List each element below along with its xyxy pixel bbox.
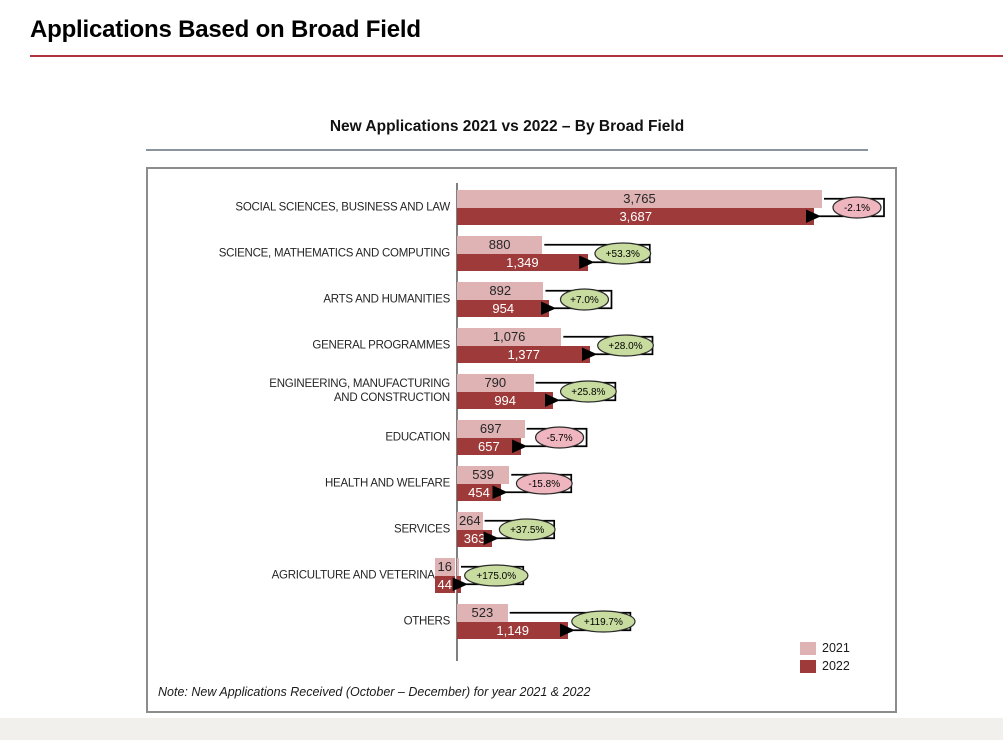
bar-value-label: 994: [494, 392, 517, 408]
bar-2021: [457, 236, 543, 254]
legend-label: 2022: [822, 659, 850, 673]
chart-title: New Applications 2021 vs 2022 – By Broad…: [329, 118, 685, 135]
bar-value-label: 954: [492, 300, 515, 316]
change-badge: [594, 242, 652, 265]
change-badge: [597, 334, 654, 357]
bar-value-label: 892: [489, 283, 512, 298]
change-badge: [534, 426, 585, 449]
title-underline: [30, 55, 1003, 57]
bar-value-label: 697: [479, 421, 502, 436]
bar-value-label: 790: [484, 375, 507, 390]
bar-2022: [457, 391, 554, 409]
bar-value-label: 3,687: [619, 208, 652, 224]
change-connector-arrow: [805, 197, 885, 224]
change-connector-arrow: [512, 427, 588, 454]
bar-value-label: 1,076: [492, 329, 526, 344]
category-label: SOCIAL SCIENCES, BUSINESS AND LAW: [235, 201, 450, 214]
bar-2022: [457, 575, 462, 593]
bar-2022: [457, 437, 521, 455]
bar-value-label: 44: [434, 575, 455, 593]
category-label: SERVICES: [394, 523, 450, 536]
bar-value-label: 523: [471, 605, 494, 620]
bar-2021: [457, 420, 525, 438]
category-label: EDUCATION: [385, 431, 450, 444]
change-badge: [571, 610, 636, 633]
bar-2022: [457, 529, 493, 547]
bar-2021: [457, 282, 544, 300]
legend-swatch: [800, 641, 816, 655]
legend-item-2021: 2021: [800, 641, 850, 655]
chart-box: SOCIAL SCIENCES, BUSINESS AND LAW 3,765 3,…: [146, 167, 897, 713]
legend-item-2022: 2022: [800, 659, 850, 673]
page-title: Applications Based on Broad Field: [30, 16, 421, 43]
bar-2021: [457, 466, 510, 484]
change-badge: [515, 472, 573, 495]
bar-2021: [457, 190, 822, 208]
bar-value-label: 1,377: [507, 346, 541, 362]
change-badge: [559, 288, 610, 311]
bar-value-label: 880: [488, 237, 511, 252]
change-badge-label: -15.8%: [528, 479, 560, 490]
bar-value-label: 363: [463, 530, 486, 546]
bar-2022: [457, 299, 550, 317]
window-bottom-strip: [0, 718, 1003, 740]
change-badge: [559, 380, 617, 403]
chart-note: Note: New Applications Received (October…: [158, 685, 591, 699]
change-badge-label: -5.7%: [547, 433, 573, 444]
change-connector-arrow: [540, 289, 613, 316]
change-badge-label: +53.3%: [606, 249, 640, 260]
bar-2021: [457, 328, 562, 346]
bar-value-label: 539: [472, 467, 494, 482]
category-label: GENERAL PROGRAMMES: [312, 339, 450, 352]
bar-2022: [457, 345, 591, 363]
change-connector-arrow: [492, 473, 573, 500]
bar-value-label: 657: [477, 438, 500, 454]
bar-2022: [457, 207, 815, 225]
change-badge-label: -2.1%: [844, 203, 870, 214]
change-badge-label: +37.5%: [510, 525, 544, 536]
legend-label: 2021: [822, 641, 850, 655]
plot-area: SOCIAL SCIENCES, BUSINESS AND LAW 3,765 3,…: [148, 169, 895, 711]
legend-swatch: [800, 659, 816, 673]
change-badge: [832, 196, 882, 219]
change-badge-label: +175.0%: [476, 571, 516, 582]
category-label: OTHERS: [403, 615, 451, 628]
change-badge: [464, 564, 529, 587]
change-badge-label: +28.0%: [608, 341, 642, 352]
bar-value-label: 3,765: [623, 191, 656, 206]
change-badge-label: +25.8%: [571, 387, 605, 398]
bar-value-label: 264: [458, 513, 481, 528]
category-label: AGRICULTURE AND VETERINARY: [271, 569, 451, 582]
bar-2021: [457, 374, 534, 392]
change-badge-label: +119.7%: [584, 617, 623, 628]
bar-value-label: 16: [434, 558, 455, 576]
bar-2022: [457, 483, 501, 501]
category-label: SCIENCE, MATHEMATICS AND COMPUTING: [218, 247, 451, 260]
change-connector-arrow: [452, 565, 525, 592]
bar-2021: [457, 512, 483, 530]
bar-value-label: 1,349: [506, 254, 539, 270]
legend: 2021 2022: [800, 641, 850, 677]
change-badge-label: +7.0%: [570, 295, 599, 306]
category-label: ENGINEERING, MANUFACTURING AND CONSTRUCT…: [269, 377, 450, 405]
bar-2021: [457, 558, 459, 576]
bar-value-label: 454: [468, 484, 490, 500]
category-label: HEALTH AND WELFARE: [324, 477, 450, 490]
bar-2021: [457, 604, 508, 622]
category-label: ARTS AND HUMANITIES: [323, 293, 450, 306]
chart-title-underline: [146, 149, 868, 151]
change-connector-arrow: [483, 519, 556, 546]
bar-value-label: 1,149: [496, 622, 529, 638]
change-badge: [498, 518, 556, 541]
